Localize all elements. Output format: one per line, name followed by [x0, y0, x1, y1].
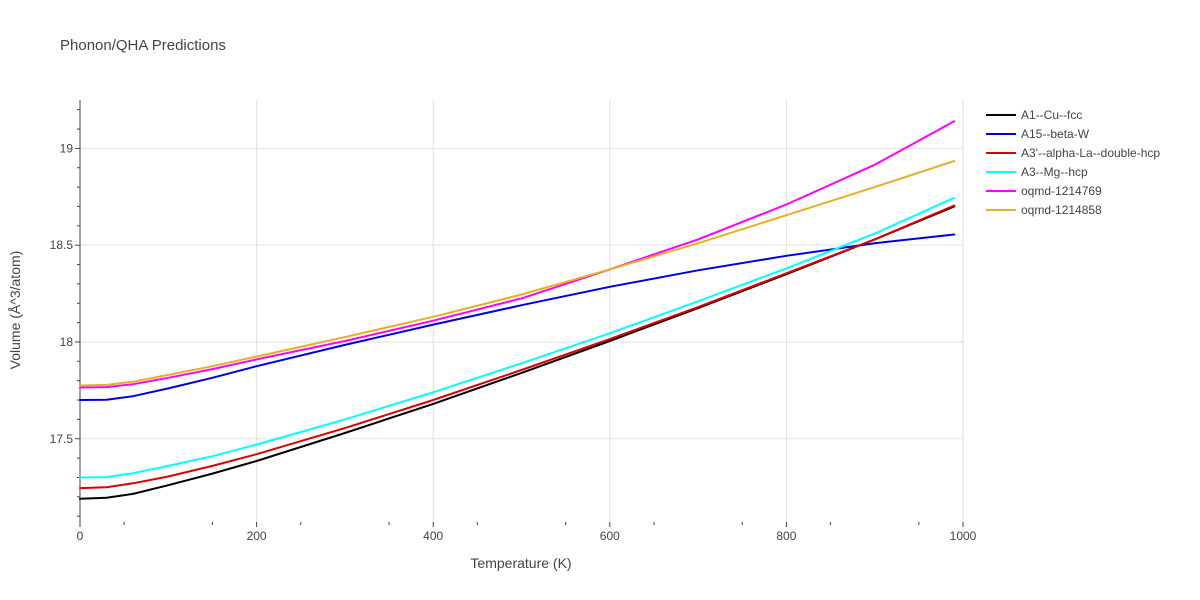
y-tick-label: 18.5	[50, 238, 74, 252]
chart-title: Phonon/QHA Predictions	[60, 37, 226, 54]
x-tick-label: 1000	[950, 529, 977, 543]
x-tick-label: 0	[77, 529, 84, 543]
grid	[80, 100, 964, 522]
y-axis-title: Volume (Å^3/atom)	[7, 251, 23, 370]
x-tick-label: 600	[600, 529, 620, 543]
x-tick-label: 200	[247, 529, 267, 543]
y-tick-label: 19	[60, 141, 74, 155]
series-line-3	[79, 196, 956, 479]
x-axis-title: Temperature (K)	[470, 555, 571, 571]
x-tick-label: 800	[776, 529, 796, 543]
legend-label: A15--beta-W	[1021, 127, 1090, 141]
x-tick-label: 400	[423, 529, 443, 543]
series-line-5	[79, 160, 956, 387]
legend-label: oqmd-1214858	[1021, 203, 1102, 217]
legend: A1--Cu--fcc A15--beta-W A3'--alpha-La--dou…	[986, 108, 1160, 217]
series-group	[79, 120, 956, 500]
series-line-4	[79, 120, 956, 389]
legend-label: A3--Mg--hcp	[1021, 165, 1088, 179]
y-ticks: 17.5 18 18.5 19	[50, 109, 80, 517]
legend-label: A1--Cu--fcc	[1021, 108, 1082, 122]
legend-label: A3'--alpha-La--double-hcp	[1021, 146, 1160, 160]
series-line-1	[79, 233, 956, 401]
legend-label: oqmd-1214769	[1021, 184, 1102, 198]
series-line-2	[79, 204, 956, 490]
x-ticks: 0 200 400 600 800 1000	[77, 522, 977, 543]
y-tick-label: 17.5	[50, 432, 74, 446]
y-tick-label: 18	[60, 335, 74, 349]
